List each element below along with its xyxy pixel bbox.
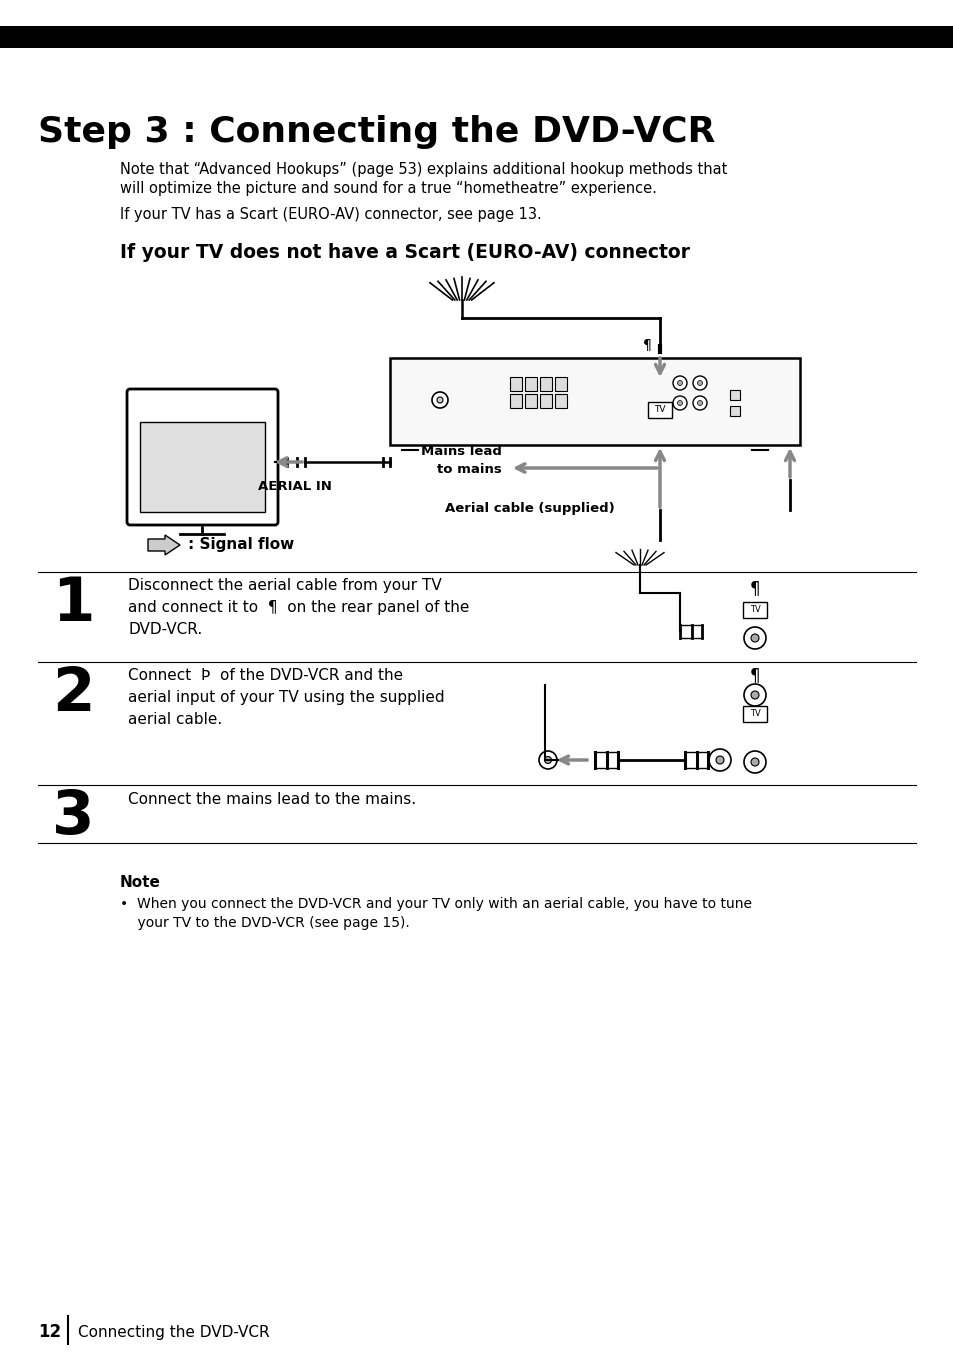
Bar [647, 402, 671, 418]
Bar [729, 389, 740, 400]
Bar [524, 377, 537, 391]
Text: 1: 1 [52, 575, 94, 634]
Text: Connecting the DVD-VCR: Connecting the DVD-VCR [78, 1325, 270, 1340]
Circle shape [750, 758, 759, 767]
Text: Connect the mains lead to the mains.: Connect the mains lead to the mains. [128, 792, 416, 807]
Text: AERIAL IN: AERIAL IN [258, 480, 332, 493]
Text: If your TV has a Scart (EURO-AV) connector, see page 13.: If your TV has a Scart (EURO-AV) connect… [120, 207, 541, 222]
Text: to mains: to mains [436, 462, 501, 476]
Text: and connect it to  ¶  on the rear panel of the: and connect it to ¶ on the rear panel of… [128, 600, 469, 615]
Circle shape [544, 757, 551, 764]
Text: If your TV does not have a Scart (EURO-AV) connector: If your TV does not have a Scart (EURO-A… [120, 243, 689, 262]
Circle shape [750, 691, 759, 699]
Bar [510, 393, 521, 408]
Circle shape [672, 396, 686, 410]
Circle shape [750, 634, 759, 642]
Circle shape [436, 397, 442, 403]
Bar [140, 422, 265, 512]
Circle shape [697, 400, 701, 406]
Text: TV: TV [749, 710, 760, 718]
Text: aerial input of your TV using the supplied: aerial input of your TV using the suppli… [128, 690, 444, 704]
Text: 12: 12 [38, 1324, 61, 1341]
Text: 3: 3 [52, 788, 94, 846]
Bar [555, 393, 566, 408]
Text: ¶: ¶ [749, 579, 760, 598]
Text: TV: TV [749, 606, 760, 615]
Text: ¶: ¶ [642, 338, 651, 352]
Circle shape [538, 750, 557, 769]
Text: your TV to the DVD-VCR (see page 15).: your TV to the DVD-VCR (see page 15). [120, 917, 410, 930]
Text: Connect  Þ  of the DVD-VCR and the: Connect Þ of the DVD-VCR and the [128, 668, 403, 683]
Text: TV: TV [654, 406, 665, 415]
Text: ¶: ¶ [749, 667, 760, 684]
Text: 2: 2 [52, 665, 94, 725]
Text: aerial cable.: aerial cable. [128, 713, 222, 727]
Text: Note: Note [120, 875, 161, 890]
Circle shape [743, 684, 765, 706]
Circle shape [692, 396, 706, 410]
Circle shape [708, 749, 730, 771]
Circle shape [692, 376, 706, 389]
Bar [510, 377, 521, 391]
Circle shape [716, 756, 723, 764]
Bar [555, 377, 566, 391]
Text: Disconnect the aerial cable from your TV: Disconnect the aerial cable from your TV [128, 579, 441, 594]
Bar [742, 602, 766, 618]
Text: will optimize the picture and sound for a true “hometheatre” experience.: will optimize the picture and sound for … [120, 181, 657, 196]
Bar [539, 393, 552, 408]
Circle shape [743, 750, 765, 773]
Bar [524, 393, 537, 408]
Text: Mains lead: Mains lead [420, 445, 501, 458]
Circle shape [677, 380, 681, 385]
Text: Aerial cable (supplied): Aerial cable (supplied) [445, 502, 615, 515]
Circle shape [677, 400, 681, 406]
Bar [742, 706, 766, 722]
Bar [390, 358, 800, 445]
Bar [539, 377, 552, 391]
Circle shape [743, 627, 765, 649]
Bar [729, 406, 740, 416]
Circle shape [672, 376, 686, 389]
Text: DVD-VCR.: DVD-VCR. [128, 622, 202, 637]
Circle shape [697, 380, 701, 385]
FancyBboxPatch shape [127, 389, 277, 525]
Text: Step 3 : Connecting the DVD-VCR: Step 3 : Connecting the DVD-VCR [38, 115, 715, 149]
Text: •  When you connect the DVD-VCR and your TV only with an aerial cable, you have : • When you connect the DVD-VCR and your … [120, 896, 751, 911]
Text: : Signal flow: : Signal flow [188, 538, 294, 553]
Text: Note that “Advanced Hookups” (page 53) explains additional hookup methods that: Note that “Advanced Hookups” (page 53) e… [120, 162, 726, 177]
Circle shape [432, 392, 448, 408]
Polygon shape [148, 535, 180, 556]
Bar [0, 26, 953, 49]
